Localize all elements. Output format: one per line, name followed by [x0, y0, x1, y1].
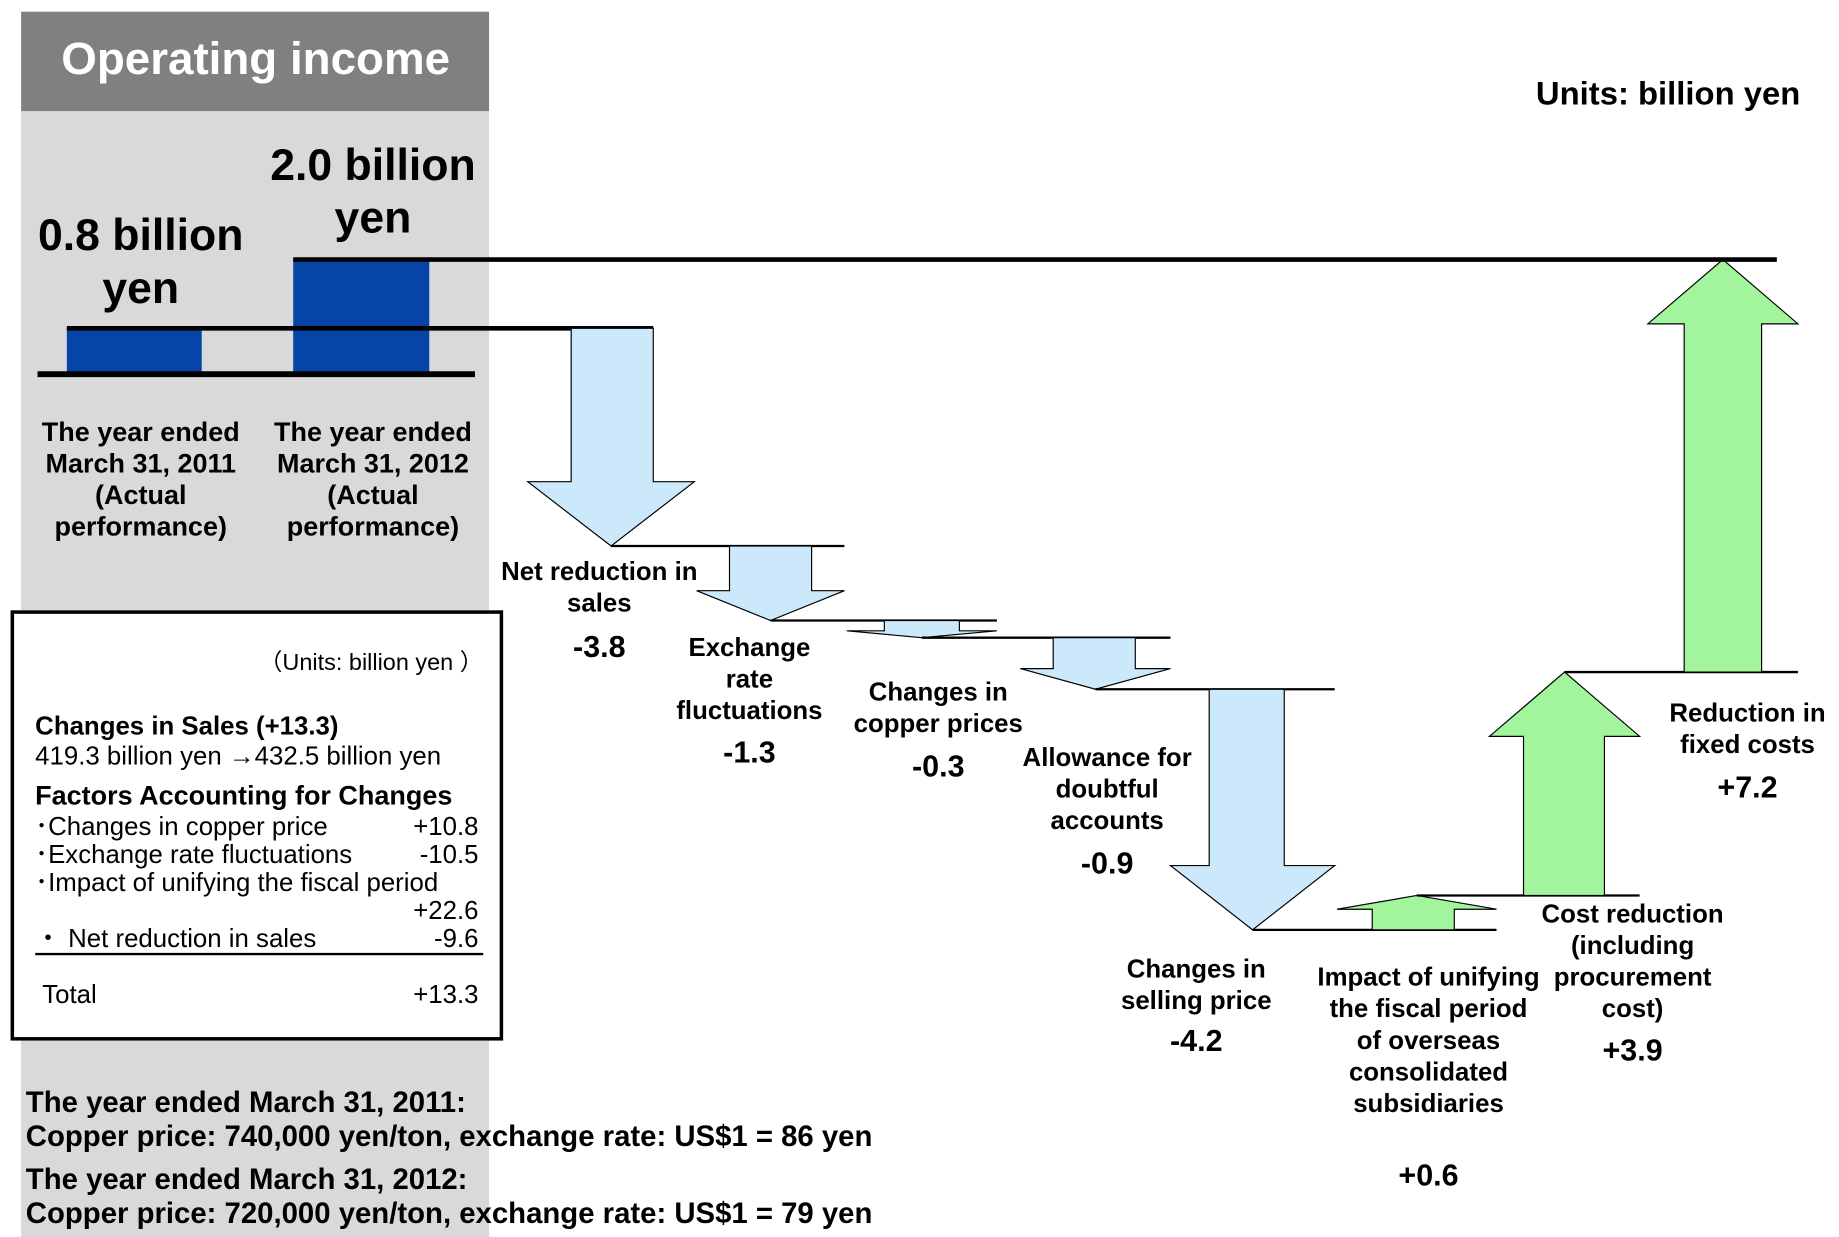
step-label: Net reduction in sales [501, 556, 698, 618]
item-value: -10.5 [419, 839, 479, 869]
x-tick-label: The year ended March 31, 2011 (Actual pe… [41, 416, 240, 542]
arrow [1487, 671, 1642, 897]
step-label: Changes in selling price [1120, 954, 1272, 1015]
item-value: -9.6 [434, 923, 479, 953]
total-value: +13.3 [413, 979, 479, 1010]
arrow [1168, 688, 1337, 931]
arrow [846, 619, 997, 639]
step-value-label: +7.2 [1717, 769, 1778, 805]
step-value-label: -3.8 [573, 629, 626, 665]
box-factors-title: Factors Accounting for Changes [35, 779, 453, 811]
bar [66, 328, 202, 375]
note: The year ended March 31, 2011: [25, 1086, 466, 1119]
box-item: ･Changes in copper price +10.8 [35, 811, 483, 841]
box-heading: Changes in Sales (+13.3) [35, 710, 339, 741]
total-label: Total [42, 979, 97, 1010]
arrow [526, 327, 697, 547]
step-value-label: -0.3 [911, 748, 965, 784]
arrow [1020, 637, 1171, 690]
step-value-label: -1.3 [723, 734, 776, 770]
chart-title: Operating income [61, 33, 450, 84]
units: Units: billion yen [1536, 75, 1800, 112]
step-label: Reduction in fixed costs [1669, 698, 1826, 759]
box-change: 419.3 billion yen →432.5 billion yen [35, 741, 442, 771]
item-label: ・ Net reduction in sales [35, 923, 317, 953]
x-tick-label: The year ended March 31, 2012 (Actual pe… [274, 416, 472, 542]
step-value-label: +3.9 [1602, 1032, 1663, 1068]
step-value-label: -0.9 [1080, 845, 1134, 881]
box-total: Total +13.3 [42, 979, 483, 1010]
bar [293, 259, 430, 375]
step-value-label: +0.6 [1398, 1157, 1459, 1193]
arrow [1336, 894, 1497, 931]
note: Copper price: 740,000 yen/ton, exchange … [25, 1120, 873, 1153]
arrow [696, 545, 845, 622]
item-label: ･Impact of unifying the fiscal period [35, 867, 439, 897]
box-item: ･Exchange rate fluctuations -10.5 [35, 839, 483, 869]
step-label: Allowance for doubtful accounts [1022, 742, 1192, 835]
arrow [1646, 258, 1800, 673]
step-label: Exchange rate fluctuations [676, 632, 823, 725]
step-label: Cost reduction (including procurement co… [1541, 899, 1724, 1024]
title-box [21, 11, 490, 112]
bar-value-label: 2.0 billion yen [270, 141, 476, 244]
box-units: （Units: billion yen ） [258, 650, 484, 676]
step-label: Changes in copper prices [853, 676, 1023, 738]
step-label: Impact of unifying the fiscal period of … [1317, 962, 1540, 1118]
sales-box: （Units: billion yen ） Changes in Sales (… [10, 610, 504, 1041]
note: Copper price: 720,000 yen/ton, exchange … [25, 1197, 873, 1230]
step-value-label: -4.2 [1170, 1023, 1223, 1059]
box-item: ・ Net reduction in sales -9.6 [35, 923, 484, 956]
note: The year ended March 31, 2012: [25, 1163, 468, 1197]
item-label: ･Exchange rate fluctuations [35, 839, 353, 869]
item-label: ･Changes in copper price [35, 811, 328, 841]
item-value: +22.6 [413, 895, 479, 925]
item-value: +10.8 [413, 811, 479, 841]
bar-value-label: 0.8 billion yen [37, 211, 244, 314]
